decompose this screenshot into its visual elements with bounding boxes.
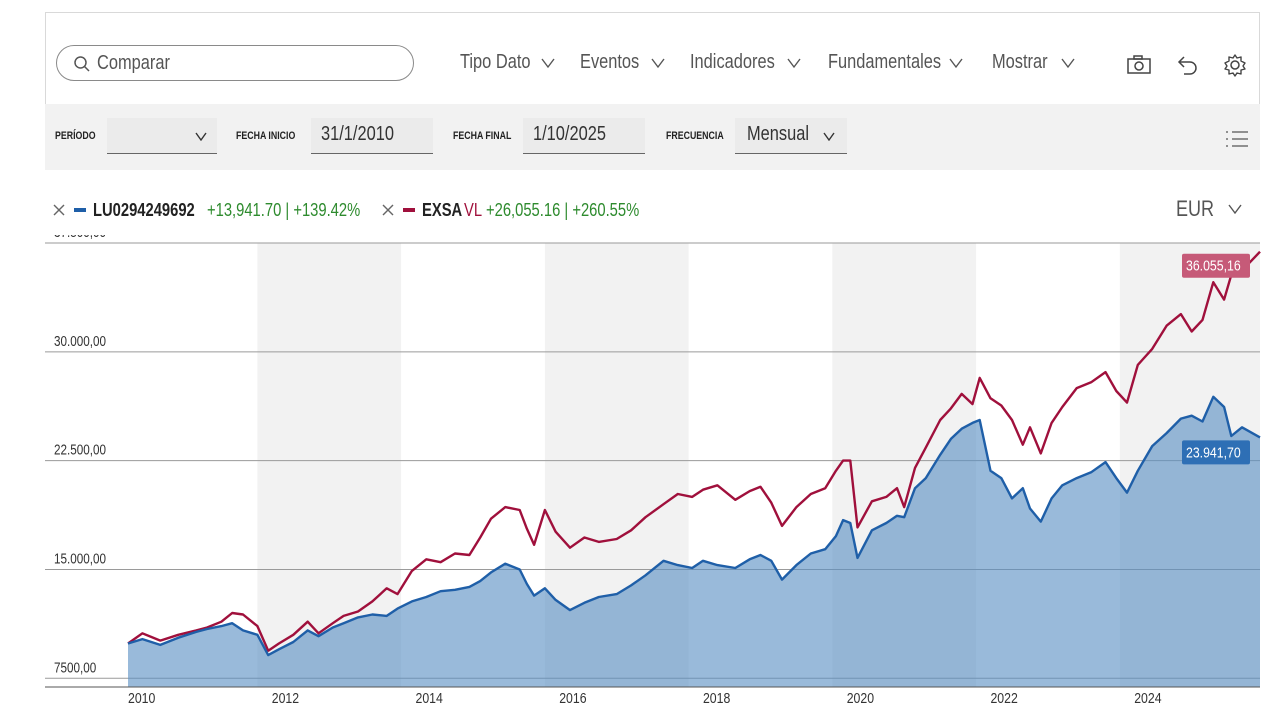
chevron-down-icon bbox=[1061, 58, 1075, 69]
series-area-lu0294249692 bbox=[128, 396, 1260, 687]
y-tick-label: 22.500,00 bbox=[54, 441, 106, 458]
menu-tipo-dato[interactable]: Tipo Dato bbox=[460, 51, 555, 74]
remove-series-icon[interactable] bbox=[381, 203, 395, 217]
x-tick-label: 2010 bbox=[128, 690, 156, 706]
fecha-final-value: 1/10/2025 bbox=[533, 123, 606, 145]
chevron-down-icon bbox=[787, 58, 801, 69]
fecha-final-label: FECHA FINAL bbox=[453, 130, 512, 142]
search-placeholder: Comparar bbox=[97, 52, 170, 74]
menu-label: Fundamentales bbox=[828, 51, 942, 73]
y-tick-label: 37.500,00 bbox=[54, 235, 106, 240]
x-tick-label: 2016 bbox=[559, 690, 587, 706]
periodo-label: PERÍODO bbox=[55, 130, 96, 142]
series-suffix: VL bbox=[464, 199, 483, 220]
series-swatch bbox=[403, 208, 415, 212]
x-tick-label: 2024 bbox=[1134, 690, 1162, 706]
periodo-select[interactable] bbox=[107, 118, 217, 154]
chevron-down-icon bbox=[823, 132, 835, 141]
filter-bar: PERÍODO FECHA INICIO 31/1/2010 FECHA FIN… bbox=[45, 104, 1260, 170]
shaded-band bbox=[257, 243, 402, 687]
end-label-box bbox=[1182, 440, 1250, 465]
menu-eventos[interactable]: Eventos bbox=[580, 51, 665, 74]
remove-series-icon[interactable] bbox=[52, 203, 66, 217]
x-tick-label: 2014 bbox=[415, 690, 443, 706]
menu-mostrar[interactable]: Mostrar bbox=[992, 51, 1075, 74]
frecuencia-select[interactable]: Mensual bbox=[735, 118, 847, 154]
fecha-inicio-value: 31/1/2010 bbox=[321, 123, 394, 145]
chevron-down-icon bbox=[1228, 204, 1242, 214]
chart-legend: LU0294249692 +13,941.70 | +139.42% EXSA … bbox=[52, 196, 660, 224]
currency-select[interactable]: EUR bbox=[1176, 196, 1242, 222]
chevron-down-icon bbox=[949, 58, 963, 69]
series-line-lu0294249692 bbox=[127, 395, 1261, 657]
end-label-lu0294249692: 23.941,70 bbox=[1186, 444, 1241, 460]
series-symbol: EXSA bbox=[422, 199, 463, 220]
frecuencia-label: FRECUENCIA bbox=[666, 130, 724, 142]
chart-toolbar: Comparar Tipo Dato Eventos Indicadores F… bbox=[45, 12, 1260, 104]
x-tick-label: 2022 bbox=[990, 690, 1017, 706]
menu-label: Indicadores bbox=[690, 51, 775, 73]
frecuencia-value: Mensual bbox=[747, 123, 809, 145]
price-chart: 37.500,00 30.000,00 22.500,00 15.000,00 7500… bbox=[45, 235, 1261, 706]
series-line-exsa bbox=[127, 250, 1261, 652]
undo-icon[interactable] bbox=[1174, 53, 1200, 77]
chevron-down-icon bbox=[651, 58, 665, 69]
fecha-inicio-input[interactable]: 31/1/2010 bbox=[311, 118, 433, 154]
search-icon bbox=[74, 56, 90, 72]
fecha-final-input[interactable]: 1/10/2025 bbox=[523, 118, 645, 154]
list-menu-icon[interactable] bbox=[1225, 130, 1249, 148]
y-tick-label: 7500,00 bbox=[54, 659, 96, 676]
menu-label: Eventos bbox=[580, 51, 640, 73]
compare-search-input[interactable]: Comparar bbox=[56, 45, 414, 81]
series-symbol: LU0294249692 bbox=[93, 199, 195, 220]
menu-indicadores[interactable]: Indicadores bbox=[690, 51, 801, 74]
legend-item-exsa: EXSA VL +26,055.16 | +260.55% bbox=[381, 200, 646, 221]
series-swatch bbox=[74, 208, 86, 212]
y-tick-label: 30.000,00 bbox=[54, 332, 106, 349]
camera-icon[interactable] bbox=[1126, 53, 1152, 77]
x-tick-label: 2018 bbox=[703, 690, 731, 706]
end-label-exsa: 36.055,16 bbox=[1186, 258, 1241, 274]
menu-label: Mostrar bbox=[992, 51, 1048, 73]
menu-fundamentales[interactable]: Fundamentales bbox=[828, 51, 966, 74]
settings-icon[interactable] bbox=[1222, 53, 1248, 77]
chevron-down-icon bbox=[195, 132, 207, 141]
menu-label: Tipo Dato bbox=[460, 51, 531, 73]
fecha-inicio-label: FECHA INICIO bbox=[236, 130, 296, 142]
series-change: +13,941.70 | +139.42% bbox=[207, 199, 361, 220]
end-label-box bbox=[1182, 253, 1250, 278]
x-tick-label: 2012 bbox=[272, 690, 299, 706]
chevron-down-icon bbox=[541, 58, 555, 69]
currency-label: EUR bbox=[1176, 196, 1215, 221]
y-tick-label: 15.000,00 bbox=[54, 550, 106, 567]
series-change: +26,055.16 | +260.55% bbox=[486, 199, 640, 220]
x-tick-label: 2020 bbox=[847, 690, 875, 706]
legend-item-lu0294249692: LU0294249692 +13,941.70 | +139.42% bbox=[52, 200, 367, 221]
